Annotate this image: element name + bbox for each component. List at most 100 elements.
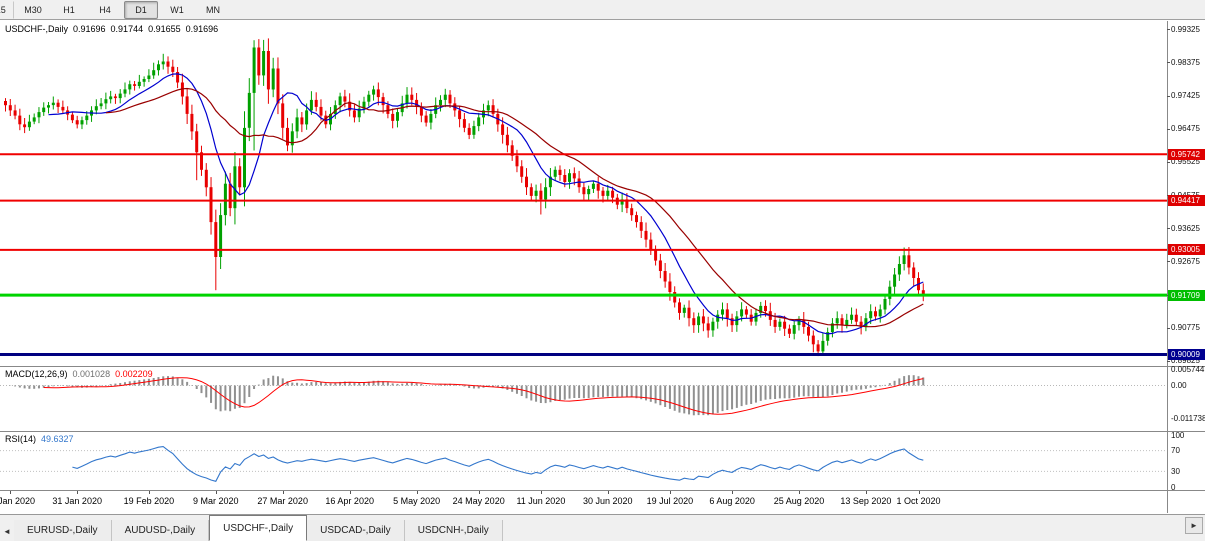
candle-body <box>152 70 156 76</box>
price-axis-separator <box>1167 21 1168 513</box>
date-axis-label: 13 Sep 2020 <box>840 496 892 506</box>
timeframe-button-H1[interactable]: H1 <box>63 4 75 15</box>
candle-body <box>706 323 710 331</box>
candle-body <box>486 105 490 111</box>
candle-body <box>305 110 309 125</box>
rsi-axis-label: 0 <box>1171 482 1176 492</box>
candle-body <box>166 61 170 67</box>
price-badge-0.90009: 0.90009 <box>1168 349 1205 360</box>
candle-body <box>520 166 524 177</box>
timeframe-button-H4[interactable]: H4 <box>99 4 111 15</box>
candle-body <box>912 267 916 278</box>
price-badge-0.93005: 0.93005 <box>1168 244 1205 256</box>
candle-body <box>223 183 227 216</box>
rsi-line <box>72 446 924 482</box>
candle-body <box>802 319 806 327</box>
timeframe-button-M30[interactable]: M30 <box>24 4 42 15</box>
candle-body <box>405 94 409 104</box>
candle-body <box>606 190 610 196</box>
chart-tab-AUDUSD-,Daily[interactable]: AUDUSD-,Daily <box>111 520 210 541</box>
candle-body <box>773 319 777 327</box>
panel-separator[interactable] <box>0 366 1205 367</box>
candle-body <box>314 99 318 107</box>
main-chart-canvas[interactable] <box>0 21 1167 366</box>
price-axis-tickmark <box>1167 128 1170 130</box>
panel-separator[interactable] <box>0 431 1205 432</box>
date-axis-tickmark <box>282 491 284 494</box>
price-badge-0.94417: 0.94417 <box>1168 195 1205 207</box>
tab-scroll-left-icon[interactable]: ◄ <box>3 526 11 536</box>
candle-body <box>563 175 567 182</box>
rsi-panel <box>0 432 1167 490</box>
candle-body <box>529 187 533 196</box>
timeframe-button-W1[interactable]: W1 <box>170 4 184 15</box>
candle-body <box>23 124 27 128</box>
candle-body <box>257 47 261 76</box>
candle-body <box>701 316 705 324</box>
timeframe-button-D1[interactable]: D1 <box>124 0 158 19</box>
candle-body <box>429 113 433 123</box>
rsi-canvas[interactable] <box>0 432 1167 490</box>
candle-body <box>300 117 304 125</box>
date-axis-tickmark <box>148 491 150 494</box>
candle-body <box>539 190 543 200</box>
date-axis-tickmark <box>732 491 734 494</box>
candle-body <box>830 323 834 333</box>
price-axis-tickmark <box>1167 29 1170 31</box>
price-axis-tick: 0.95525 <box>1171 157 1200 167</box>
candle-body <box>816 344 820 352</box>
candle-body <box>94 106 98 111</box>
rsi-axis-label: 70 <box>1171 446 1180 456</box>
panel-separator[interactable] <box>0 490 1205 491</box>
candle-body <box>391 113 395 121</box>
candle-body <box>477 117 481 127</box>
candle-body <box>319 106 323 116</box>
chart-tab-EURUSD-,Daily[interactable]: EURUSD-,Daily <box>14 520 112 541</box>
candle-body <box>697 316 701 326</box>
candle-body <box>893 274 897 287</box>
candle-body <box>209 187 213 223</box>
candle-body <box>195 131 199 153</box>
candle-body <box>907 255 911 268</box>
candle-body <box>252 47 256 93</box>
price-axis-tick: 0.96475 <box>1171 124 1200 134</box>
price-axis-tickmark <box>1167 261 1170 263</box>
date-axis-label: 5 May 2020 <box>393 496 441 506</box>
candle-body <box>147 75 151 79</box>
timeframe-button-M15[interactable]: M15 <box>0 0 14 19</box>
candle-body <box>797 319 801 326</box>
macd-canvas[interactable] <box>0 367 1167 431</box>
candle-body <box>764 305 767 312</box>
timeframe-button-MN[interactable]: MN <box>206 4 220 15</box>
candle-body <box>32 117 36 122</box>
candle-body <box>161 61 165 65</box>
date-axis-label: 13 Jan 2020 <box>0 496 36 506</box>
price-axis-tick: 0.89825 <box>1171 356 1200 366</box>
candle-body <box>462 119 466 128</box>
date-axis-tickmark <box>918 491 920 494</box>
chart-tab-USDCHF-,Daily[interactable]: USDCHF-,Daily <box>209 515 308 541</box>
price-axis-tick: 0.99325 <box>1171 24 1200 34</box>
candle-body <box>137 81 141 86</box>
candle-body <box>534 190 538 196</box>
price-axis-tickmark <box>1167 62 1170 64</box>
macd-axis-label: 0.005744 <box>1171 364 1205 374</box>
candle-body <box>333 105 337 114</box>
candle-body <box>874 311 877 317</box>
candle-body <box>185 96 189 114</box>
main-chart-panel <box>0 21 1167 366</box>
candle-body <box>157 64 160 71</box>
macd-signal-line <box>43 377 924 415</box>
chart-tab-USDCNH-,Daily[interactable]: USDCNH-,Daily <box>404 520 503 541</box>
price-axis-tickmark <box>1167 360 1170 362</box>
date-axis-tickmark <box>478 491 480 494</box>
candle-body <box>711 321 715 331</box>
date-axis-tickmark <box>77 491 79 494</box>
date-axis-label: 1 Oct 2020 <box>896 496 941 506</box>
candle-body <box>357 108 361 118</box>
chart-tab-USDCAD-,Daily[interactable]: USDCAD-,Daily <box>307 520 405 541</box>
candle-body <box>544 187 548 200</box>
candle-body <box>525 176 528 188</box>
scroll-right-button[interactable]: ► <box>1185 517 1203 534</box>
candle-body <box>118 93 122 99</box>
